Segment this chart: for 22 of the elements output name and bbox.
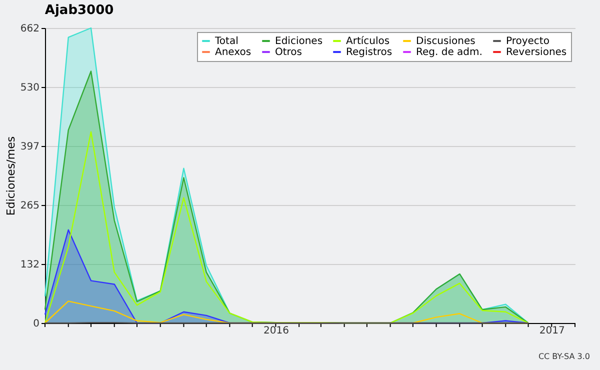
legend-label: Anexos: [215, 47, 252, 58]
y-tick-label: 132: [20, 260, 40, 271]
legend-label: Reversiones: [506, 47, 567, 58]
text: CC BY-SA 3.0: [538, 352, 590, 361]
line-series: [44, 131, 529, 324]
y-tick-label: 530: [20, 82, 40, 94]
y-tick-label: 0: [33, 318, 40, 330]
legend-label: Registros: [346, 47, 392, 58]
y-axis-title: Ediciones/mes: [4, 136, 18, 216]
y-tick-label: 265: [20, 200, 40, 212]
legend-label: Proyecto: [506, 36, 550, 47]
chart-title: Ajab3000: [44, 3, 114, 18]
legend-label: Total: [214, 36, 238, 47]
y-tick-label: 662: [20, 24, 40, 34]
legend-label: Reg. de adm.: [416, 47, 482, 58]
legend-label: Artículos: [346, 36, 390, 47]
legend-label: Otros: [275, 47, 302, 58]
y-tick-label: 397: [20, 142, 40, 153]
x-tick-label: 2016: [263, 326, 289, 336]
legend-label: Ediciones: [275, 36, 323, 47]
x-tick-label: 2017: [539, 326, 565, 336]
legend-label: Discusiones: [416, 36, 476, 47]
